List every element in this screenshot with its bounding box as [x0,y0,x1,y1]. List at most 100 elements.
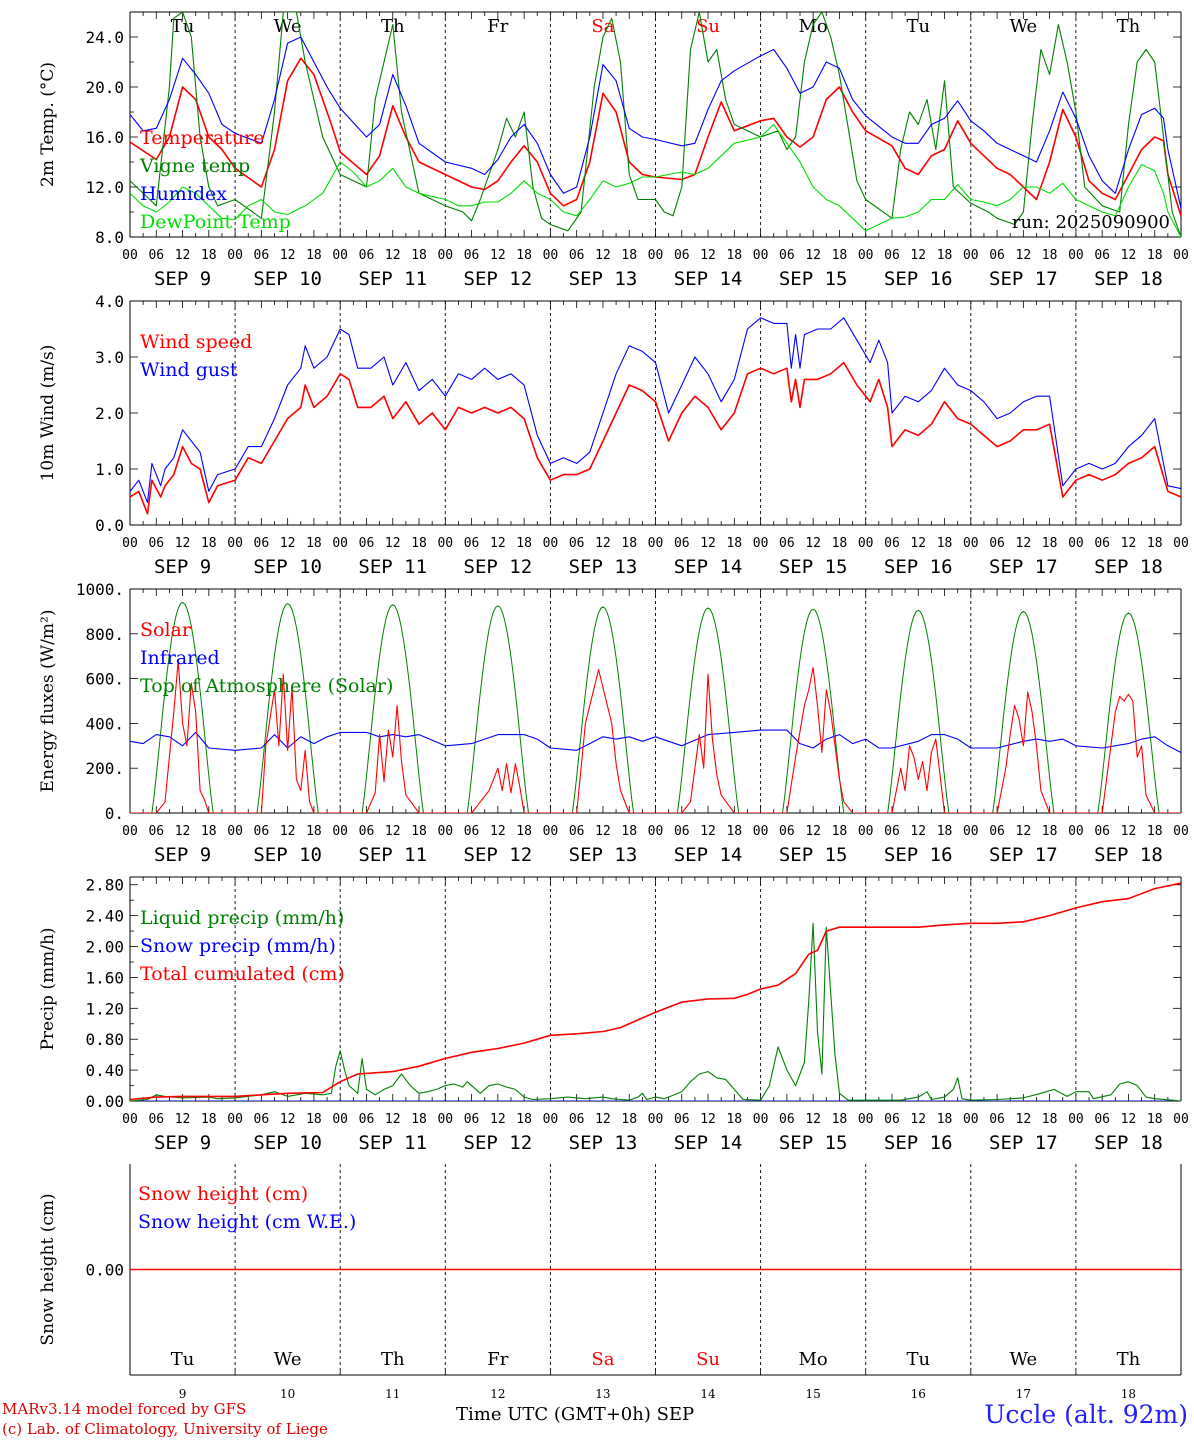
data-layer [130,317,1181,515]
hour-tick-label: 18 [516,248,532,263]
y-axis-label: 10m Wind (m/s) [38,345,58,482]
hour-tick-label: 00 [753,248,769,263]
hour-tick-label: 12 [385,1112,401,1127]
day-name-label: Tu [171,16,195,37]
day-number-label: 12 [490,1387,505,1401]
date-label: SEP 18 [1094,1132,1163,1154]
hour-tick-label: 12 [490,248,506,263]
hour-tick-label: 12 [280,824,296,839]
date-label: SEP 14 [674,268,743,290]
hour-tick-label: 18 [726,1112,742,1127]
y-axis-label: Snow height (cm) [38,1193,58,1345]
hour-tick-label: 00 [753,1112,769,1127]
hour-tick-label: 06 [254,824,270,839]
hour-tick-label: 00 [122,248,138,263]
hour-tick-label: 06 [254,248,270,263]
day-name-label: We [274,1349,302,1370]
legend-entry: Temperature [140,127,264,149]
copyright-credit: (c) Lab. of Climatology, University of L… [2,1420,328,1438]
hour-tick-label: 00 [1068,536,1084,551]
y-axis-label: Energy fluxes (W/m²) [38,610,58,793]
hour-tick-label: 00 [227,536,243,551]
hour-tick-label: 06 [254,1112,270,1127]
hour-tick-label: 12 [595,1112,611,1127]
hour-tick-label: 12 [700,536,716,551]
hour-tick-label: 00 [543,1112,559,1127]
hour-tick-label: 18 [201,824,217,839]
series-line-total-cumulated-cm [130,882,1181,1101]
day-name-label: Sa [591,16,614,37]
date-label: SEP 18 [1094,268,1163,290]
date-label: SEP 12 [464,1132,533,1154]
hour-tick-label: 00 [1173,248,1189,263]
hour-tick-label: 06 [1094,248,1110,263]
hour-tick-label: 12 [385,824,401,839]
hour-tick-label: 12 [595,248,611,263]
day-name-label: Tu [906,1349,930,1370]
hour-tick-label: 12 [805,536,821,551]
hour-tick-label: 06 [1094,536,1110,551]
hour-tick-label: 18 [306,248,322,263]
hour-tick-label: 00 [437,824,453,839]
date-label: SEP 14 [674,844,743,866]
day-number-label: 15 [806,1387,821,1401]
hour-tick-label: 06 [1094,824,1110,839]
hour-tick-label: 12 [805,824,821,839]
hour-tick-label: 18 [1147,1112,1163,1127]
hour-tick-label: 00 [963,248,979,263]
legend-entry: Liquid precip (mm/h) [140,907,344,929]
hour-tick-label: 12 [1121,824,1137,839]
day-number-label: 17 [1016,1387,1031,1401]
date-label: SEP 9 [154,268,211,290]
hour-tick-label: 06 [674,1112,690,1127]
date-label: SEP 9 [154,556,211,578]
y-tick-label: 3.0 [95,348,124,367]
hour-tick-label: 18 [1042,536,1058,551]
series-line-top-of-atmosphere [130,601,1181,813]
hour-tick-label: 00 [332,824,348,839]
hour-tick-label: 00 [227,248,243,263]
hour-tick-label: 06 [359,536,375,551]
hour-tick-label: 18 [516,1112,532,1127]
date-label: SEP 15 [779,268,848,290]
date-label: SEP 10 [253,268,322,290]
hour-tick-label: 18 [306,536,322,551]
y-tick-label: 1.60 [85,968,124,987]
hour-tick-label: 18 [1147,248,1163,263]
model-credit: MARv3.14 model forced by GFS [2,1400,247,1418]
date-label: SEP 12 [464,268,533,290]
hour-tick-label: 12 [910,1112,926,1127]
legend-entry: Wind gust [140,359,238,381]
legend-entry: DewPoint Temp [140,211,291,233]
y-tick-label: 1.20 [85,999,124,1018]
hour-tick-label: 18 [201,536,217,551]
y-tick-label: 800. [85,625,124,644]
hour-tick-label: 00 [1068,824,1084,839]
hour-tick-label: 00 [437,536,453,551]
day-name-label: We [274,16,302,37]
hour-tick-label: 00 [858,536,874,551]
hour-tick-label: 06 [569,1112,585,1127]
hour-tick-label: 00 [753,536,769,551]
hour-tick-label: 18 [201,1112,217,1127]
hour-tick-label: 12 [490,824,506,839]
day-number-label: 9 [179,1387,187,1401]
hour-tick-label: 18 [621,248,637,263]
hour-tick-label: 12 [175,248,191,263]
day-name-label: Tu [171,1349,195,1370]
day-name-label: We [1010,1349,1038,1370]
date-label: SEP 16 [884,268,953,290]
hour-tick-label: 00 [648,1112,664,1127]
panel-precip: 0.00 0.40 0.80 1.20 1.60 2.00 2.40 2.80 Precip (… [38,876,1189,1154]
date-label: SEP 17 [989,268,1058,290]
hour-tick-label: 00 [122,1112,138,1127]
hour-tick-label: 12 [910,536,926,551]
day-name-label: Su [696,1349,720,1370]
day-name-label: Mo [799,1349,828,1370]
hour-tick-label: 18 [516,824,532,839]
hour-tick-label: 00 [122,824,138,839]
y-tick-label: 600. [85,670,124,689]
date-label: SEP 14 [674,1132,743,1154]
hour-tick-label: 12 [280,536,296,551]
